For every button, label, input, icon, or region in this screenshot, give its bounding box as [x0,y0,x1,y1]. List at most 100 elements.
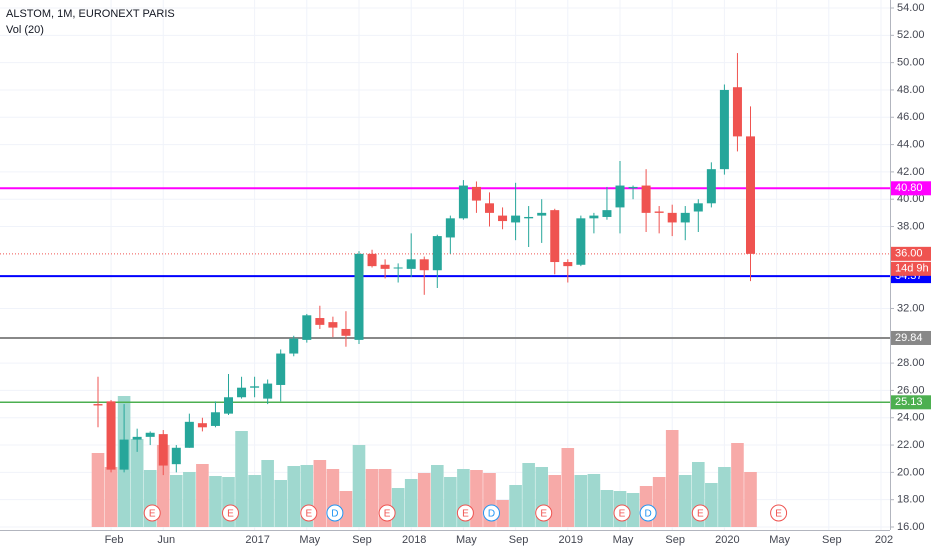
x-tick-label: Sep [665,534,685,546]
volume-bar [339,491,353,527]
volume-bar [731,443,744,527]
event-marker [378,504,396,522]
y-tick-label: 18.00 [897,494,925,506]
y-tick-label: 48.00 [897,84,925,96]
candle-body [315,318,325,325]
event-marker [535,504,553,522]
chart-title: ALSTOM, 1M, EURONEXT PARIS [6,8,175,20]
candle-body [341,328,351,336]
x-tick-label: Sep [352,534,372,546]
candle-body [106,401,116,470]
x-tick-label: 2019 [559,534,583,546]
candle-body [119,439,129,470]
candle-body [537,212,547,216]
candle-body [602,210,612,217]
event-label: D [331,509,338,520]
candle-body [641,185,651,213]
candle-body [485,203,494,213]
y-tick-label: 16.00 [897,521,925,533]
event-marker [300,504,318,522]
candle-body [419,259,429,271]
event-label: E [149,509,156,520]
candle-body [184,421,194,448]
volume-bar [444,477,457,527]
event-marker [222,504,239,522]
y-tick-label: 42.00 [897,166,925,178]
candle-body [615,185,625,208]
y-tick-label: 20.00 [897,466,925,478]
y-tick-label: 22.00 [897,439,925,451]
candle-body [197,423,207,428]
volume-bar [509,485,522,527]
candle-body [354,253,364,340]
volume-bar [548,475,562,527]
y-tick-label: 52.00 [897,29,925,41]
candle-body [524,216,534,219]
volume-bar [365,469,379,527]
volume-bar [705,483,718,527]
y-tick-label: 50.00 [897,57,925,69]
volume-bar [196,464,209,527]
volume-bar [209,476,222,527]
event-marker [691,504,709,522]
y-tick-label: 54.00 [897,2,925,14]
volume-bar [496,500,509,527]
countdown-box [891,261,931,276]
volume-bar [104,467,118,527]
volume-bar [626,493,640,527]
volume-bar [170,475,183,527]
event-label: E [540,509,547,520]
candle-body [250,386,260,388]
volume-bar [352,445,366,527]
last-price-label: 36.00 [895,248,923,260]
volume-bar [587,474,601,527]
candle-body [746,136,755,254]
y-tick-label: 38.00 [897,220,925,232]
axes: Feb Jun 2017 May Sep 2018 May Sep 2019 May Sep 2020… [105,2,931,546]
volume-bar [274,480,287,527]
x-tick-label: May [769,534,790,546]
volume-bar [522,463,535,527]
x-tick-label: May [456,534,477,546]
level-label-box [891,395,931,410]
candle-body [145,432,155,437]
event-marker [143,504,161,522]
volume-bar [470,470,483,527]
y-tick-label: 28.00 [897,357,925,369]
volume-bar [574,475,588,527]
candle-body [224,397,233,414]
x-tick-label: 202 [875,534,893,546]
event-marker [639,504,657,522]
candle-body [432,236,442,271]
candle-body [576,218,586,265]
candle-body [328,322,338,328]
volume-bar [718,467,731,527]
event-label: E [619,509,626,520]
candle-body [680,212,690,223]
candle-body [589,215,599,219]
candle-body [719,89,729,170]
y-tick-label: 44.00 [897,138,925,150]
x-tick-label: May [613,534,634,546]
event-marker [613,504,631,522]
level-label: 25.13 [895,396,923,408]
y-tick-label: 26.00 [897,384,925,396]
y-tick-label: 40.00 [897,193,925,205]
level-label: 29.84 [895,332,923,344]
event-label: D [488,509,495,520]
candle-body [498,215,508,222]
x-tick-label: 2018 [402,534,426,546]
candle-body [158,434,168,466]
y-tick-label: 24.00 [897,412,925,424]
level-label: 40.80 [895,182,923,194]
candle-body [693,203,703,212]
x-tick-label: 2020 [715,534,739,546]
volume-bar [744,472,757,527]
event-label: E [384,509,391,520]
volume-bar [261,460,274,527]
volume-bar [130,439,144,527]
volume-bar [287,466,301,527]
candles [93,53,755,476]
volume-bar [248,475,261,527]
